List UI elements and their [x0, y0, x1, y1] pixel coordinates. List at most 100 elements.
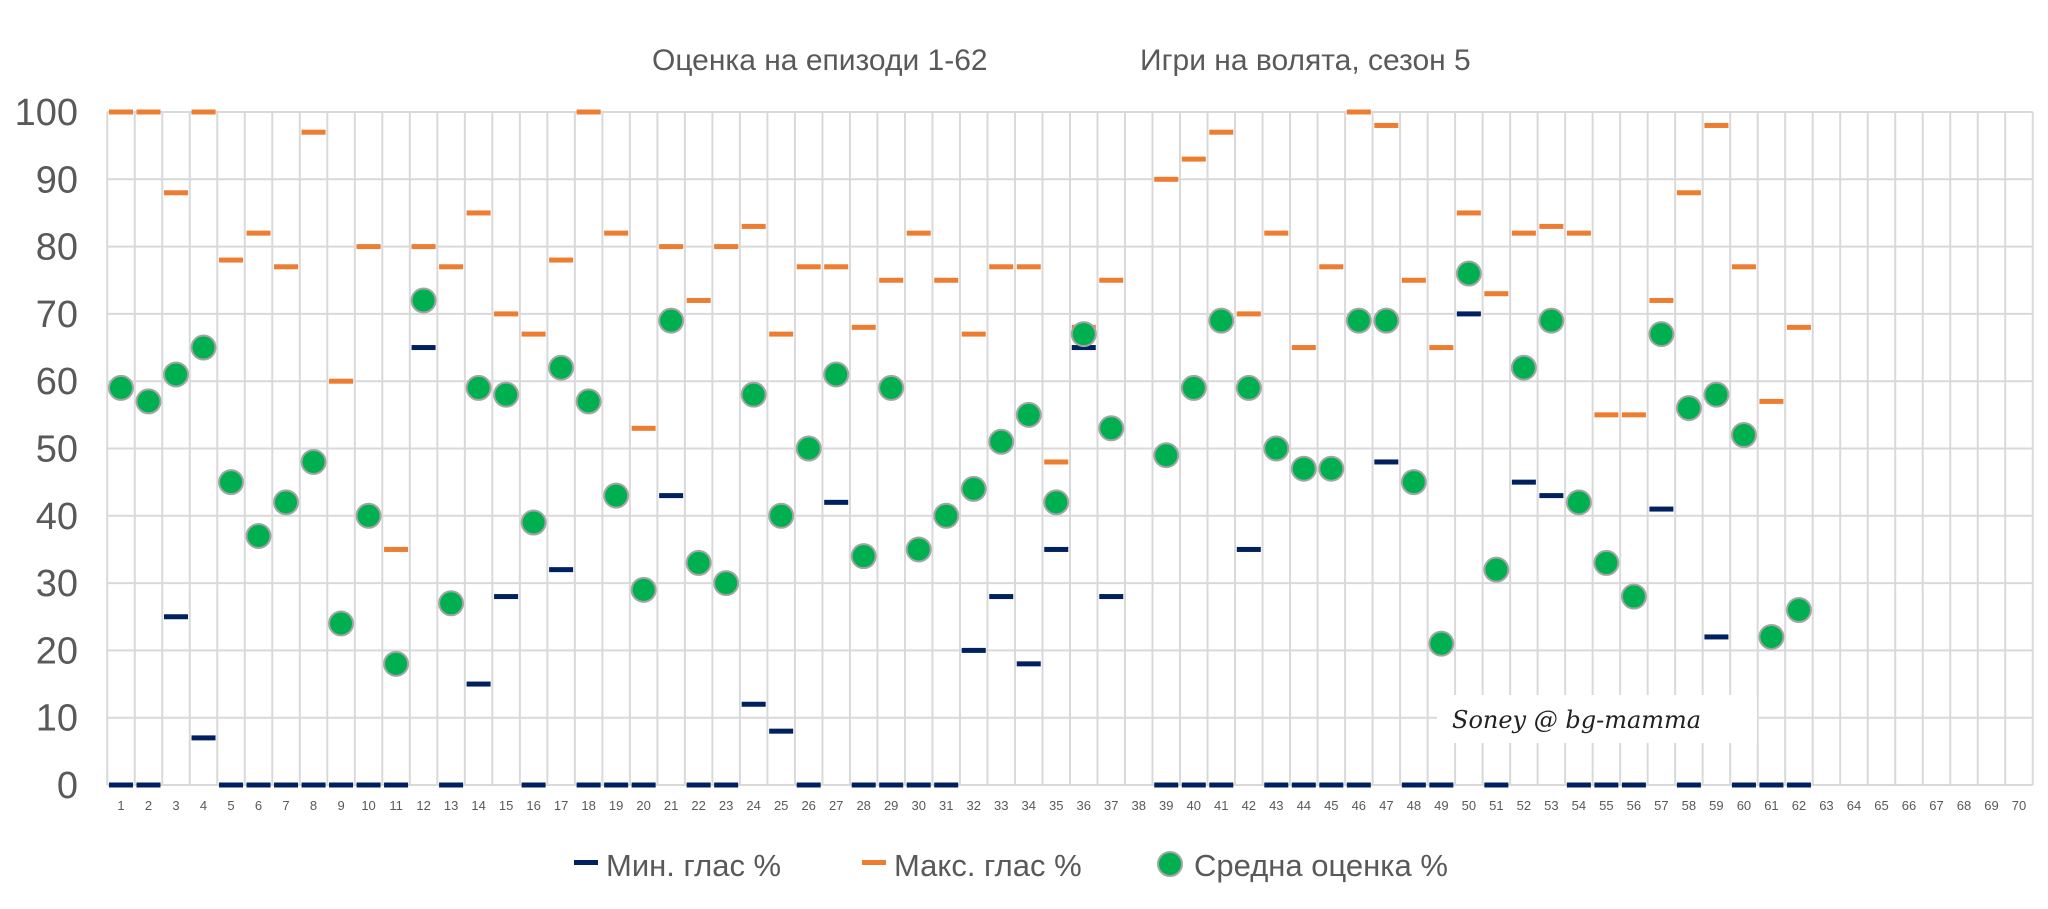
y-tick-label: 60 — [36, 361, 78, 403]
min-vote-mark — [906, 782, 931, 788]
avg-score-point — [1235, 374, 1262, 401]
min-vote-mark — [274, 782, 299, 788]
max-vote-mark — [741, 223, 766, 229]
x-tick-label: 65 — [1874, 798, 1888, 813]
avg-score-point — [1455, 260, 1482, 287]
min-vote-mark — [1236, 546, 1261, 552]
max-vote-mark — [576, 109, 601, 115]
x-tick-label: 44 — [1297, 798, 1311, 813]
x-tick-label: 30 — [911, 798, 925, 813]
avg-score-point — [135, 388, 162, 415]
max-vote-mark — [879, 277, 904, 283]
max-vote-mark — [219, 257, 244, 263]
x-tick-label: 62 — [1792, 798, 1806, 813]
min-vote-mark — [1071, 345, 1096, 351]
min-vote-mark — [1731, 782, 1756, 788]
max-vote-mark — [631, 425, 656, 431]
min-vote-mark — [1484, 782, 1509, 788]
x-tick-label: 61 — [1764, 798, 1778, 813]
min-vote-mark — [109, 782, 133, 788]
avg-score-point — [548, 354, 575, 381]
max-vote-mark — [494, 311, 519, 317]
min-vote-mark — [301, 782, 326, 788]
max-vote-mark — [604, 230, 629, 236]
max-vote-mark — [1016, 264, 1041, 270]
x-tick-label: 32 — [966, 798, 980, 813]
max-vote-mark — [1621, 412, 1646, 418]
x-tick-label: 37 — [1104, 798, 1118, 813]
min-vote-mark — [411, 345, 436, 351]
avg-score-point — [1400, 469, 1427, 496]
max-vote-mark — [1704, 122, 1729, 128]
avg-score-point — [1180, 374, 1207, 401]
x-tick-label: 52 — [1517, 798, 1531, 813]
x-tick-label: 59 — [1709, 798, 1723, 813]
x-tick-label: 49 — [1434, 798, 1448, 813]
max-vote-mark — [1209, 129, 1234, 135]
max-vote-mark — [191, 109, 216, 115]
avg-score-point — [850, 543, 877, 570]
min-vote-mark — [879, 782, 904, 788]
x-tick-label: 31 — [939, 798, 953, 813]
x-tick-label: 20 — [636, 798, 650, 813]
x-tick-label: 29 — [884, 798, 898, 813]
max-vote-mark — [1649, 297, 1674, 303]
x-tick-label: 40 — [1187, 798, 1201, 813]
max-vote-mark — [1594, 412, 1619, 418]
y-tick-label: 50 — [36, 429, 78, 471]
min-vote-mark — [1594, 782, 1619, 788]
avg-score-point — [300, 448, 327, 475]
x-tick-label: 47 — [1379, 798, 1393, 813]
min-vote-mark — [796, 782, 821, 788]
min-vote-mark — [439, 782, 464, 788]
avg-score-point — [1648, 321, 1675, 348]
x-tick-label: 11 — [389, 798, 403, 813]
avg-score-point — [1730, 422, 1757, 449]
avg-score-point — [1483, 556, 1510, 583]
avg-score-point — [960, 475, 987, 502]
min-vote-mark — [494, 594, 519, 600]
x-tick-label: 60 — [1737, 798, 1751, 813]
avg-score-point — [520, 509, 547, 536]
max-vote-mark — [1236, 311, 1261, 317]
max-vote-mark — [1291, 345, 1316, 351]
legend-min-marker — [574, 860, 598, 865]
avg-score-point — [465, 374, 492, 401]
min-vote-mark — [1264, 782, 1289, 788]
min-vote-mark — [1401, 782, 1426, 788]
avg-score-point — [1428, 630, 1455, 657]
min-vote-mark — [1456, 311, 1481, 317]
min-vote-mark — [851, 782, 876, 788]
x-tick-label: 27 — [829, 798, 843, 813]
min-vote-mark — [934, 782, 959, 788]
y-axis-ticks: 0 10 20 30 40 50 60 70 80 90 100 — [15, 92, 78, 807]
max-vote-mark — [521, 331, 546, 337]
avg-score-point — [1593, 549, 1620, 576]
max-vote-mark — [659, 244, 684, 250]
min-vote-mark — [1291, 782, 1316, 788]
x-tick-label: 38 — [1132, 798, 1146, 813]
max-vote-mark — [1346, 109, 1371, 115]
min-vote-mark — [741, 701, 766, 707]
max-vote-mark — [824, 264, 849, 270]
avg-score-point — [328, 610, 355, 637]
min-vote-mark — [1786, 782, 1811, 788]
chart-title-right: Игри на волята, сезон 5 — [1140, 44, 1471, 77]
avg-score-point — [575, 388, 602, 415]
avg-score-point — [795, 435, 822, 462]
min-vote-mark — [329, 782, 354, 788]
avg-score-point — [1070, 321, 1097, 348]
max-vote-mark — [796, 264, 821, 270]
watermark-text: Soney @ bg-mamma — [1452, 706, 1701, 734]
avg-score-point — [190, 334, 217, 361]
min-vote-mark — [466, 681, 491, 687]
avg-score-point — [1043, 489, 1070, 516]
max-vote-mark — [1731, 264, 1756, 270]
x-tick-label: 19 — [609, 798, 623, 813]
min-vote-mark — [1016, 661, 1041, 667]
avg-score-point — [1758, 623, 1785, 650]
x-tick-label: 39 — [1159, 798, 1173, 813]
x-tick-label: 46 — [1352, 798, 1366, 813]
avg-score-point — [245, 522, 272, 549]
avg-score-point — [823, 361, 850, 388]
